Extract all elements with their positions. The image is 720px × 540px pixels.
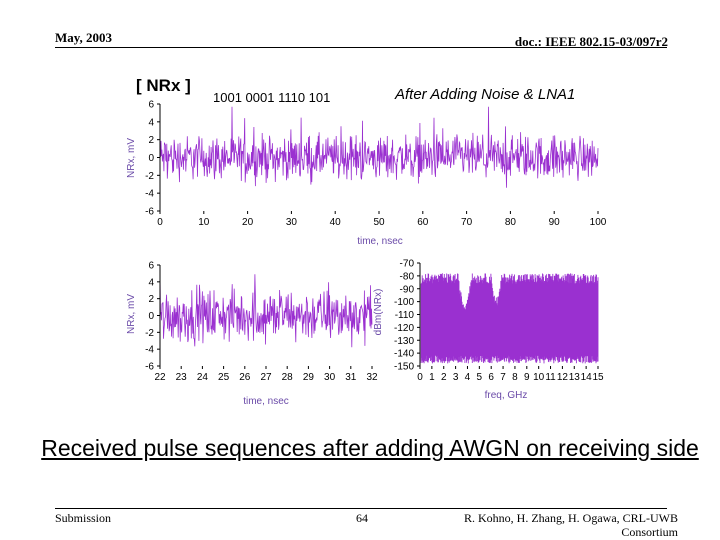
x-tick-label: 3 — [453, 372, 459, 383]
x-tick-label: 2 — [441, 372, 447, 383]
signal-trace — [159, 106, 599, 188]
x-tick-label: 1 — [429, 372, 435, 383]
spectrum-trace — [420, 273, 599, 364]
y-tick-label: -110 — [395, 310, 415, 321]
y-tick-label: -150 — [394, 362, 414, 373]
x-axis-label-bottom-left: time, nsec — [243, 396, 289, 407]
x-tick-label: 70 — [461, 217, 473, 228]
y-tick-label: 2 — [148, 294, 154, 305]
y-tick-label: -120 — [394, 323, 414, 334]
y-tick-label: 4 — [148, 117, 154, 128]
header-rule — [55, 47, 667, 48]
y-axis-label-top: NRx, mV — [126, 138, 137, 178]
x-tick-label: 0 — [417, 372, 423, 383]
trace-spectrum — [420, 273, 599, 364]
slide-caption: Received pulse sequences after adding AW… — [41, 435, 699, 461]
y-tick-label: -140 — [394, 349, 414, 360]
x-tick-label: 12 — [557, 372, 569, 383]
x-tick-label: 4 — [465, 372, 471, 383]
x-tick-label: 10 — [533, 372, 545, 383]
x-tick-label: 60 — [417, 217, 429, 228]
x-tick-label: 32 — [366, 372, 378, 383]
y-tick-label: 4 — [148, 277, 154, 288]
signal-trace — [159, 273, 373, 348]
y-ticks-bottom-left: 6 4 2 0 -2 -4 -6 — [145, 261, 161, 373]
x-tick-label: 9 — [524, 372, 530, 383]
y-ticks-spectrum: -70-80 -90 -100 -110 -120 -130 -140 -150 — [394, 259, 421, 373]
y-axis-label-spectrum: dBm(NRx) — [373, 289, 384, 336]
x-tick-label: 0 — [157, 217, 163, 228]
x-axis-label-spectrum: freq, GHz — [485, 390, 528, 401]
y-tick-label: -2 — [145, 328, 154, 339]
x-tick-label: 22 — [154, 372, 166, 383]
x-tick-label: 15 — [592, 372, 604, 383]
trace-top — [159, 106, 599, 188]
x-tick-label: 20 — [242, 217, 254, 228]
x-tick-label: 40 — [330, 217, 342, 228]
x-ticks-top: 0 10 20 30 40 50 60 70 80 90 100 — [157, 211, 607, 228]
x-tick-label: 10 — [198, 217, 210, 228]
x-tick-label: 31 — [345, 372, 357, 383]
footer-authors: R. Kohno, H. Zhang, H. Ogawa, CRL-UWB Co… — [464, 511, 678, 539]
x-ticks-spectrum: 0 1 2 3 4 5 6 7 8 9 10 11 12 13 14 15 — [417, 366, 604, 383]
trace-bottom-left — [159, 273, 373, 348]
x-tick-label: 7 — [500, 372, 506, 383]
x-tick-label: 14 — [581, 372, 593, 383]
x-tick-label: 23 — [176, 372, 188, 383]
y-tick-label: 6 — [148, 100, 154, 111]
y-axis-label-bottom-left: NRx, mV — [126, 294, 137, 334]
x-tick-label: 90 — [549, 217, 561, 228]
y-tick-label: -70 — [400, 259, 415, 270]
x-tick-label: 26 — [239, 372, 251, 383]
chart-title: After Adding Noise & LNA1 — [394, 86, 575, 103]
x-tick-label: 8 — [512, 372, 518, 383]
header-doc-id: doc.: IEEE 802.15-03/097r2 — [514, 34, 668, 49]
x-tick-label: 11 — [545, 372, 556, 383]
footer-page-number: 64 — [356, 511, 368, 525]
y-tick-label: -100 — [394, 297, 414, 308]
x-tick-label: 25 — [218, 372, 230, 383]
x-tick-label: 13 — [569, 372, 581, 383]
x-tick-label: 6 — [488, 372, 494, 383]
y-tick-label: -2 — [145, 171, 154, 182]
footer-authors-line1: R. Kohno, H. Zhang, H. Ogawa, CRL-UWB — [464, 511, 678, 525]
y-tick-label: -130 — [394, 336, 414, 347]
y-tick-label: -90 — [400, 284, 415, 295]
x-tick-label: 100 — [590, 217, 607, 228]
footer-authors-line2: Consortium — [621, 525, 678, 539]
panel-label: [ NRx ] — [136, 76, 191, 95]
y-tick-label: 6 — [148, 261, 154, 272]
y-tick-label: -4 — [145, 345, 154, 356]
x-tick-label: 27 — [260, 372, 272, 383]
y-tick-label: -4 — [145, 189, 154, 200]
x-axis-label-top: time, nsec — [357, 236, 403, 247]
y-tick-label: -6 — [145, 207, 154, 218]
x-tick-label: 80 — [505, 217, 517, 228]
y-tick-label: -80 — [400, 271, 415, 282]
chart-area: [ NRx ] 1001 0001 1110 101 After Adding … — [126, 76, 607, 408]
x-tick-label: 30 — [324, 372, 336, 383]
x-tick-label: 30 — [286, 217, 298, 228]
footer-submission: Submission — [55, 511, 112, 525]
footer-rule — [55, 508, 667, 509]
x-ticks-bottom-left: 22 23 24 25 26 27 28 29 30 31 32 — [154, 366, 378, 383]
bit-sequence: 1001 0001 1110 101 — [213, 90, 330, 105]
y-tick-label: -6 — [145, 362, 154, 373]
plot-bottom-left: 6 4 2 0 -2 -4 -6 22 23 24 25 26 27 28 29 30 31 32 time, … — [126, 261, 378, 408]
y-ticks-top: 6 4 2 0 -2 -4 -6 — [145, 100, 161, 218]
x-tick-label: 28 — [282, 372, 294, 383]
x-tick-label: 24 — [197, 372, 209, 383]
x-tick-label: 5 — [477, 372, 483, 383]
header-date: May, 2003 — [55, 30, 113, 45]
y-tick-label: 0 — [148, 311, 154, 322]
y-tick-label: 2 — [148, 135, 154, 146]
y-tick-label: 0 — [148, 153, 154, 164]
x-tick-label: 29 — [303, 372, 315, 383]
x-tick-label: 50 — [373, 217, 385, 228]
